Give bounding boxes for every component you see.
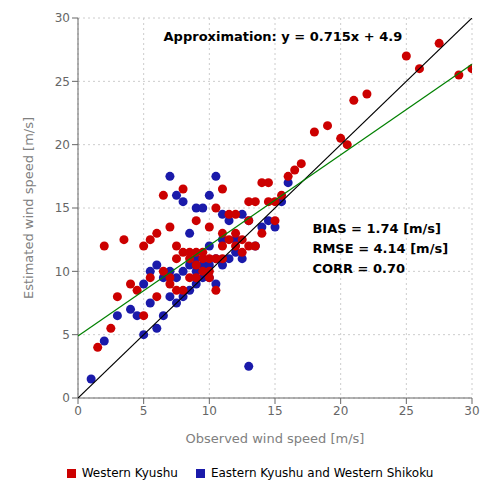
svg-text:20: 20: [333, 404, 348, 418]
svg-text:30: 30: [55, 11, 70, 25]
html-text:Eastern Kyushu and Western Shi: Eastern Kyushu and Western Shikoku: [210, 466, 434, 480]
svg-text:25: 25: [55, 75, 70, 89]
svg-text:5: 5: [62, 328, 70, 342]
svg-text:15: 15: [267, 404, 282, 418]
svg-text:0: 0: [62, 391, 70, 405]
svg-text:Observed wind speed [m/s]: Observed wind speed [m/s]: [186, 431, 365, 446]
svg-text:Estimated wind speed [m/s]: Estimated wind speed [m/s]: [21, 117, 36, 299]
svg-text:30: 30: [464, 404, 479, 418]
svg-text:15: 15: [55, 201, 70, 215]
svg-text:20: 20: [55, 138, 70, 152]
html-text:Approximation: y = 0.715x + 4.: Approximation: y = 0.715x + 4.9: [163, 29, 403, 45]
html-text:RMSE = 4.14 [m/s]: RMSE = 4.14 [m/s]: [312, 241, 449, 257]
svg-text:10: 10: [55, 265, 70, 279]
html-text:CORR = 0.70: CORR = 0.70: [312, 261, 406, 277]
svg-text:25: 25: [399, 404, 414, 418]
svg-text:0: 0: [74, 404, 82, 418]
svg-text:10: 10: [202, 404, 217, 418]
html-text:BIAS = 1.74 [m/s]: BIAS = 1.74 [m/s]: [312, 221, 442, 237]
svg-text:5: 5: [140, 404, 148, 418]
html-text:Western Kyushu: Western Kyushu: [81, 466, 178, 480]
